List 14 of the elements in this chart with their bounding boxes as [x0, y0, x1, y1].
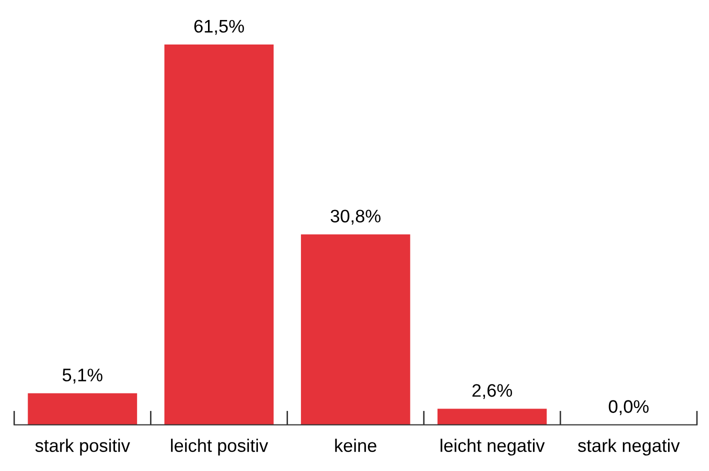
data-label: 0,0% [608, 400, 649, 416]
x-tick-label: stark positiv [35, 438, 130, 456]
bar [164, 44, 274, 425]
x-tick-label: leicht negativ [440, 438, 545, 456]
bar [300, 234, 410, 425]
data-label: 61,5% [194, 20, 244, 35]
x-tick-label: keine [335, 438, 376, 452]
data-label: 5,1% [62, 368, 102, 384]
x-tick-label: leicht positiv [171, 438, 268, 456]
data-label: 2,6% [472, 384, 512, 399]
bar [437, 408, 547, 425]
bar [28, 393, 138, 425]
data-label: 30,8% [330, 210, 381, 225]
x-tick-label: stark negativ [578, 438, 680, 456]
